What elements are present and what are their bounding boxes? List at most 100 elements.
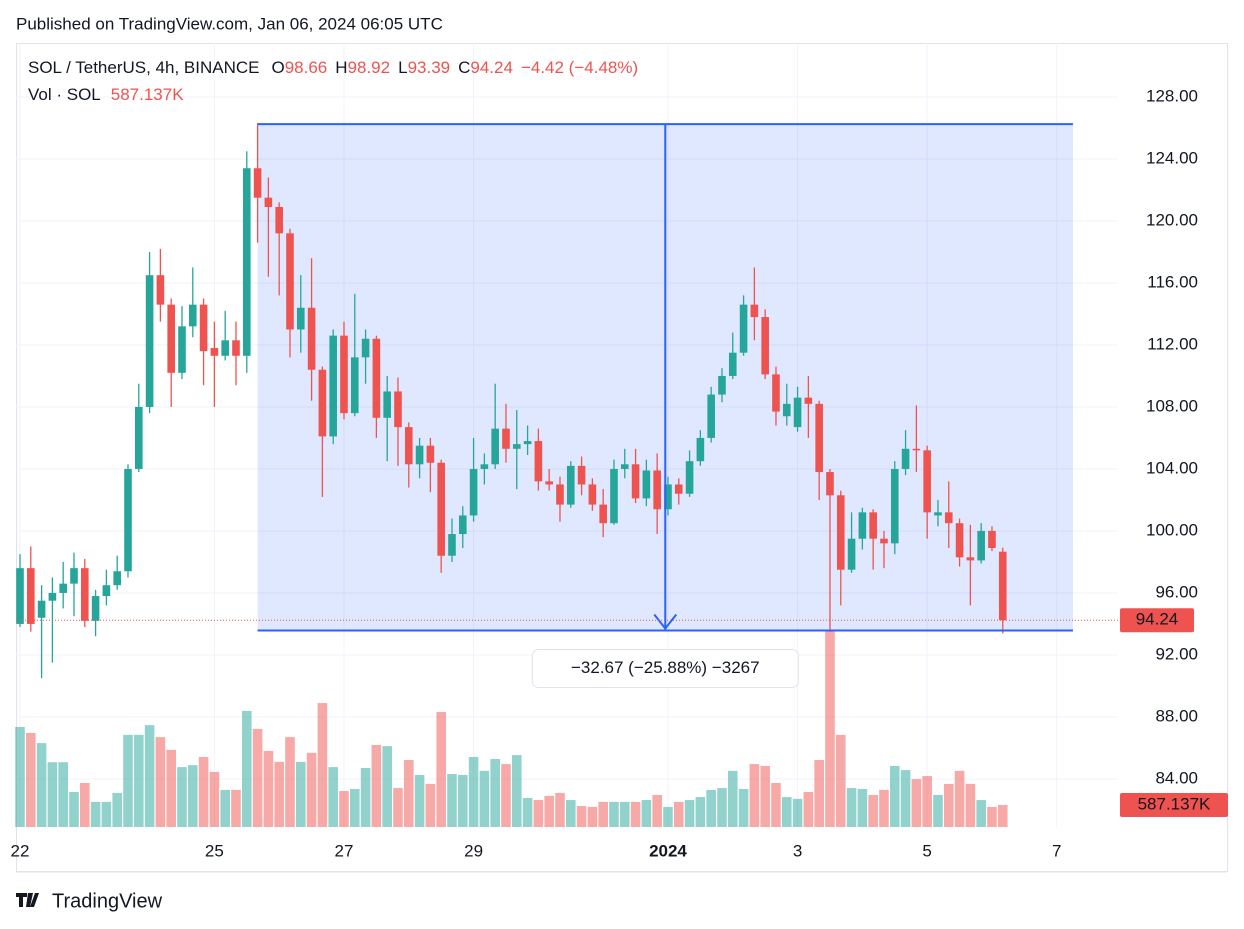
volume-bar (943, 783, 954, 827)
volume-bar (144, 725, 155, 827)
candle-body (977, 530, 985, 561)
volume-bar (69, 791, 79, 827)
candle-body (458, 515, 467, 535)
candle-body (318, 369, 327, 437)
candle-body (188, 304, 197, 327)
volume-bar (879, 789, 889, 827)
candle-body (912, 448, 921, 451)
volume-bar (706, 789, 716, 827)
volume-bar (425, 783, 436, 827)
volume-bar (306, 752, 317, 827)
volume-bar (619, 801, 630, 827)
volume-bar (295, 761, 306, 827)
volume-bar (630, 801, 641, 827)
volume-bar (846, 788, 857, 827)
volume-bar (738, 788, 749, 827)
candle-body (685, 461, 694, 494)
volume-bar (112, 792, 122, 827)
change: −4.42 (−4.48%) (521, 58, 638, 77)
volume-bar (868, 794, 878, 827)
volume-bar (47, 762, 58, 827)
measure-label-box (531, 648, 799, 688)
x-tick-label: 22 (11, 841, 30, 860)
candle-body (394, 391, 402, 428)
c-value: 94.24 (470, 58, 513, 77)
volume-bar (90, 801, 101, 827)
volume-bar (317, 703, 328, 827)
candle-body (480, 464, 489, 469)
volume-bar (598, 801, 608, 827)
volume-bar (684, 800, 695, 827)
volume-bar (555, 792, 565, 827)
candle-body (782, 403, 791, 417)
candle-body (383, 391, 391, 418)
candle-body (296, 307, 305, 330)
volume-bar (760, 765, 770, 827)
l-value: 93.39 (408, 58, 451, 77)
chart-title: SOL / TetherUS, 4h, BINANCE O98.66 H98.92 L… (28, 58, 638, 77)
candle-body (869, 512, 877, 539)
volume-bar (727, 770, 738, 827)
candle-body (448, 534, 456, 556)
candle-body (631, 464, 640, 499)
volume-bar (749, 764, 760, 827)
volume-title: Vol · SOL (28, 85, 101, 104)
candle-body (426, 445, 435, 463)
y-tick-label: 120.00 (1146, 210, 1198, 229)
volume-tag-label: 587.137K (1138, 794, 1211, 813)
x-tick-label: 29 (464, 841, 483, 860)
symbol: SOL / TetherUS, 4h, BINANCE (28, 58, 259, 77)
candle-body (588, 484, 597, 505)
volume-bar (857, 788, 868, 827)
volume-bar (414, 774, 425, 827)
volume-bar (133, 734, 144, 827)
volume-bar (933, 794, 943, 827)
candle-body (307, 307, 316, 370)
volume-bar (58, 762, 68, 827)
volume-bar (371, 744, 382, 827)
volume-bar (285, 737, 295, 827)
candle-body (901, 448, 910, 469)
x-tick-label: 25 (205, 841, 224, 860)
candle-body (577, 465, 586, 485)
x-tick-label: 7 (1052, 841, 1061, 860)
logo: TradingView (16, 890, 163, 912)
volume-bar (781, 797, 792, 827)
candle-body (437, 462, 445, 556)
y-tick-label: 96.00 (1155, 582, 1198, 601)
candle-body (847, 538, 856, 570)
volume-bar (511, 755, 522, 827)
volume-bar (965, 783, 976, 827)
volume-bar (803, 791, 814, 827)
o-letter: O (271, 58, 284, 77)
candle-body (998, 551, 1007, 621)
y-tick-label: 84.00 (1155, 768, 1198, 787)
volume-bar (922, 776, 932, 827)
volume-bar (209, 771, 220, 827)
x-tick-label: 5 (922, 841, 931, 860)
candle-body (674, 484, 683, 494)
candle-body (80, 568, 89, 621)
candle-body (966, 557, 975, 561)
candle-body (988, 530, 996, 548)
volume-bar (220, 789, 230, 827)
volume-bar (263, 750, 274, 827)
volume-bar (544, 795, 554, 827)
volume-bar (814, 759, 824, 827)
candle-body (750, 304, 759, 318)
last-price-tag (1120, 608, 1194, 633)
y-tick-label: 116.00 (1147, 272, 1198, 291)
last-price-label: 94.24 (1136, 610, 1179, 629)
volume-value: 587.137K (111, 85, 184, 104)
candle-body (469, 468, 478, 516)
candle-body (70, 568, 78, 584)
candle-body (156, 275, 165, 305)
candle-body (642, 470, 651, 499)
candle-body (59, 583, 67, 593)
candle-body (836, 495, 845, 570)
candle-body (610, 468, 618, 524)
candle-body (210, 348, 219, 356)
volume-bar (717, 788, 727, 827)
candle-body (253, 168, 262, 198)
measure-label: −32.67 (−25.88%) −3267 (571, 658, 760, 677)
